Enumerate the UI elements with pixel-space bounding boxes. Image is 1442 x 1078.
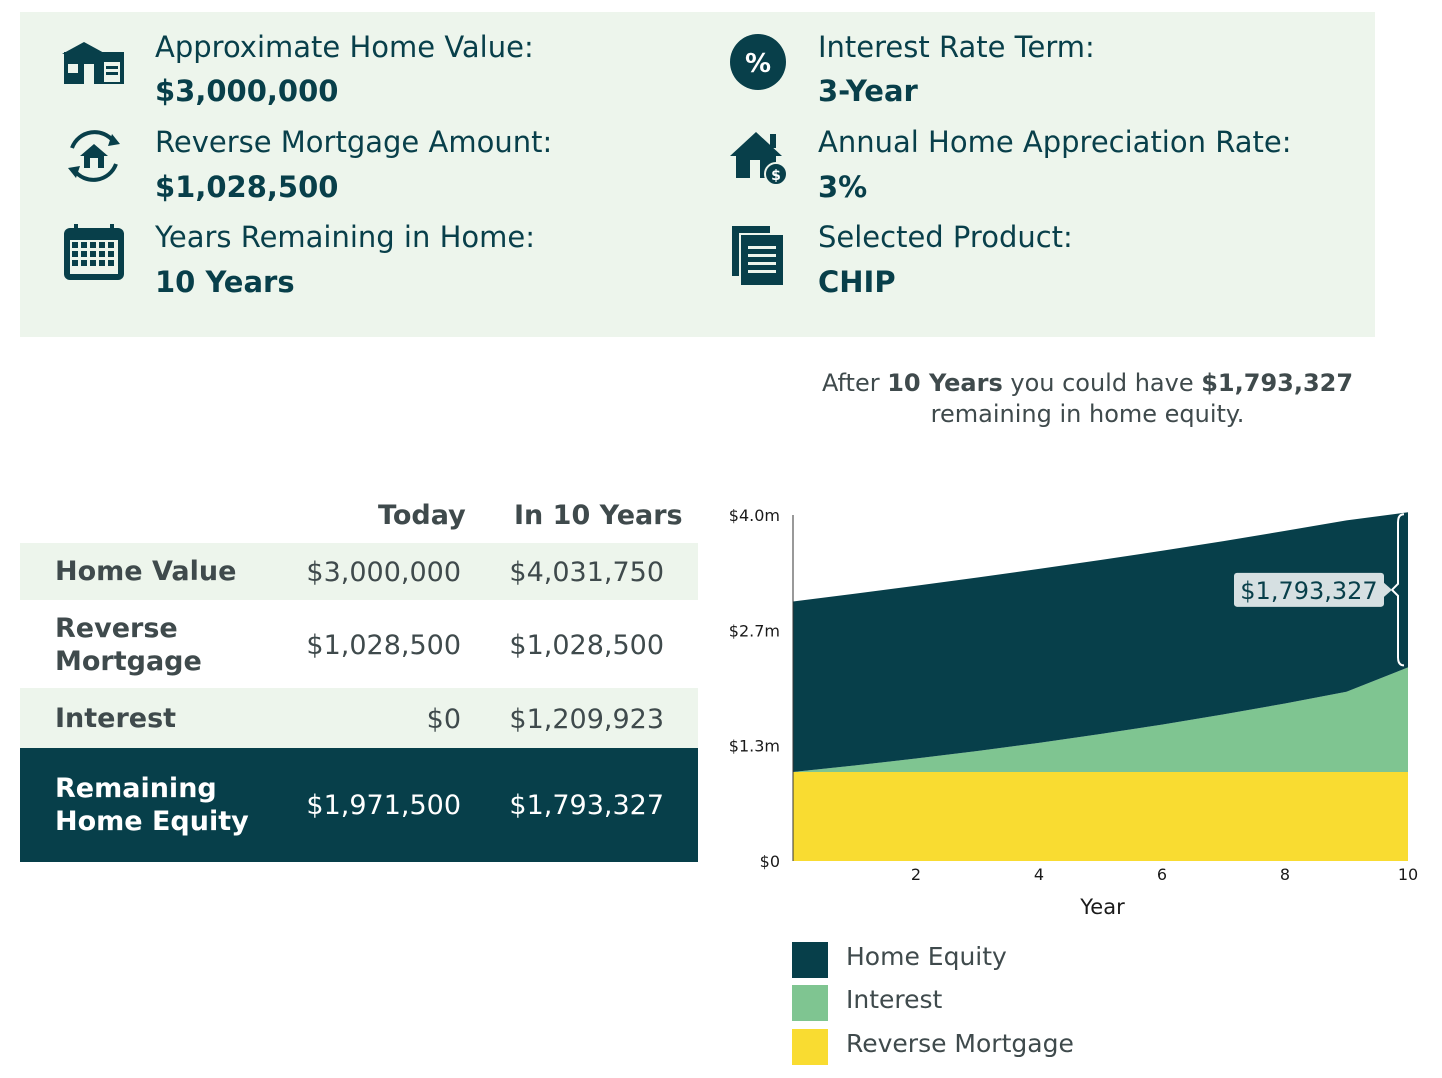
row-today-value: $3,000,000: [306, 557, 461, 588]
headline-part3: remaining in home equity.: [930, 400, 1245, 428]
appreciation-label: Annual Home Appreciation Rate:: [818, 125, 1292, 159]
headline-years: 10 Years: [887, 369, 1003, 397]
area-reverse-mortgage: [793, 772, 1408, 861]
svg-text:%: %: [745, 49, 771, 79]
house-cycle-icon: [68, 130, 120, 182]
summary-panel: Approximate Home Value: $3,000,000 Rever…: [20, 12, 1375, 337]
svg-text:$: $: [771, 168, 781, 184]
appreciation-value: 3%: [818, 170, 868, 204]
table-row-reverse-mortgage: Reverse Mortgage $1,028,500 $1,028,500: [20, 600, 698, 688]
house-icon: [62, 42, 124, 84]
row-label: Remaining Home Equity: [55, 773, 249, 837]
x-axis-title: Year: [1079, 895, 1125, 919]
annotation-label: $1,793,327: [1240, 577, 1377, 605]
years-remaining-label: Years Remaining in Home:: [155, 220, 536, 254]
years-remaining-value: 10 Years: [155, 265, 295, 299]
legend-swatch-home-equity: [792, 942, 828, 978]
y-tick-label: $1.3m: [729, 737, 780, 756]
legend-label-reverse-mortgage: Reverse Mortgage: [846, 1029, 1074, 1058]
document-icon: [732, 226, 785, 287]
x-tick-label: 2: [911, 865, 921, 884]
headline-amount: $1,793,327: [1201, 369, 1354, 397]
x-tick-label: 6: [1157, 865, 1167, 884]
home-value-value: $3,000,000: [155, 74, 339, 108]
row-future-value: $1,209,923: [509, 704, 664, 735]
row-future-value: $1,793,327: [509, 790, 664, 821]
calendar-icon: [64, 224, 124, 280]
y-tick-label: $4.0m: [729, 506, 780, 525]
table-row-home-value: Home Value $3,000,000 $4,031,750: [20, 543, 698, 600]
reverse-mortgage-label: Reverse Mortgage Amount:: [155, 125, 553, 159]
equity-area-chart: $0 $1.3m $2.7m $4.0m 2 4 6 8 10 Year $1,793,327: [729, 506, 1418, 919]
annotation-box: [1234, 572, 1384, 607]
y-tick-label: $2.7m: [729, 621, 780, 640]
reverse-mortgage-value: $1,028,500: [155, 170, 339, 204]
row-future-value: $1,028,500: [509, 630, 664, 661]
product-value: CHIP: [818, 265, 896, 299]
row-label: Interest: [55, 703, 177, 734]
home-value-label: Approximate Home Value:: [155, 30, 534, 64]
area-interest: [793, 667, 1408, 773]
interest-term-label: Interest Rate Term:: [818, 30, 1095, 64]
legend-label-interest: Interest: [846, 985, 943, 1014]
x-tick-label: 10: [1398, 865, 1418, 884]
row-future-value: $4,031,750: [509, 557, 664, 588]
x-tick-label: 8: [1280, 865, 1290, 884]
row-today-value: $1,028,500: [306, 630, 461, 661]
column-header-future: In 10 Years: [514, 500, 683, 531]
headline-part2: you could have: [1002, 369, 1202, 397]
column-header-today: Today: [378, 500, 466, 531]
annotation-bracket: [1390, 513, 1405, 667]
y-tick-label: $0: [760, 852, 780, 871]
row-label: Home Value: [55, 556, 237, 587]
annotation-pointer: [1384, 582, 1392, 597]
product-label: Selected Product:: [818, 220, 1073, 254]
percent-icon: %: [730, 34, 786, 90]
row-today-value: $1,971,500: [306, 790, 461, 821]
table-row-interest: Interest $0 $1,209,923: [20, 688, 698, 748]
row-today-value: $0: [426, 704, 461, 735]
headline-part1: After: [821, 369, 888, 397]
x-tick-label: 4: [1034, 865, 1044, 884]
equity-headline: After 10 Years you could have $1,793,327…: [760, 368, 1415, 430]
house-dollar-icon: $: [730, 132, 788, 186]
interest-term-value: 3-Year: [818, 74, 918, 108]
row-label: Reverse Mortgage: [55, 613, 202, 677]
legend-label-home-equity: Home Equity: [846, 942, 1007, 971]
table-row-remaining-equity: Remaining Home Equity $1,971,500 $1,793,…: [20, 748, 698, 862]
legend-swatch-interest: [792, 985, 828, 1021]
legend-swatch-reverse-mortgage: [792, 1029, 828, 1065]
